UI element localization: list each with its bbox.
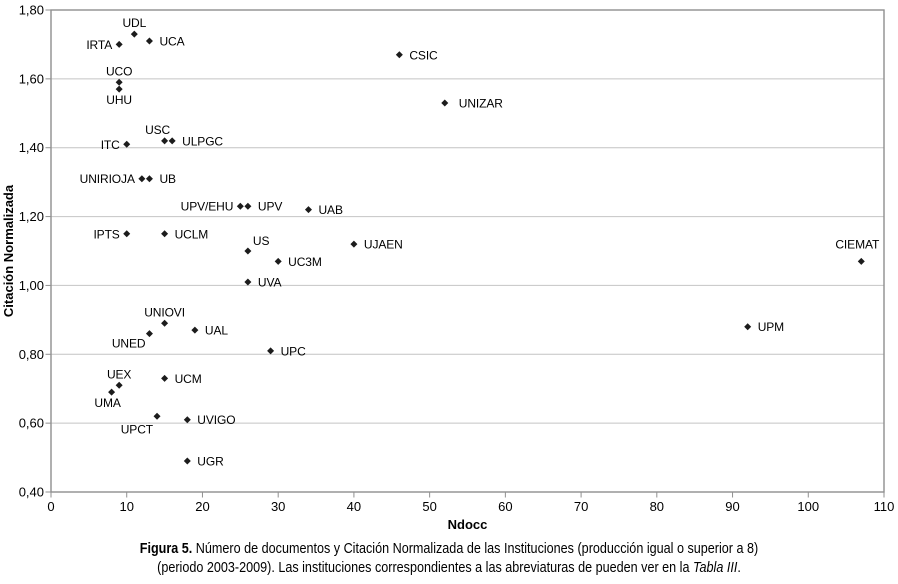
data-point-marker-UAL [191, 326, 199, 334]
data-point-marker-UPCT [153, 412, 161, 420]
data-point-marker-UC3M [274, 257, 282, 265]
data-point-marker-UPM [744, 323, 752, 331]
y-tick-label: 1,20 [19, 209, 44, 224]
data-point-marker-UNIOVI [161, 319, 169, 327]
x-tick-label: 110 [874, 499, 895, 514]
x-tick-label: 20 [195, 499, 209, 514]
caption-line-2: (periodo 2003-2009). Las instituciones c… [72, 559, 826, 578]
caption-line2-period: . [737, 558, 741, 576]
x-tick-label: 70 [574, 499, 588, 514]
data-point-label-UNED: UNED [112, 337, 146, 351]
caption-line2-text: (periodo 2003-2009). Las instituciones c… [157, 558, 693, 576]
y-tick-label: 1,00 [19, 278, 44, 293]
x-tick-label: 40 [347, 499, 361, 514]
data-point-marker-USC [161, 137, 169, 145]
data-point-label-CSIC: CSIC [409, 48, 438, 62]
data-point-label-UPV: UPV [258, 200, 282, 214]
data-point-marker-UPV [244, 202, 252, 210]
data-point-label-UNIOVI: UNIOVI [144, 305, 185, 319]
data-point-marker-IRTA [115, 40, 123, 48]
caption-line1-text: Número de documentos y Citación Normaliz… [192, 540, 759, 557]
data-point-label-UB: UB [159, 172, 176, 186]
data-point-marker-US [244, 247, 252, 255]
data-point-label-US: US [253, 234, 270, 248]
data-point-label-UPCT: UPCT [121, 422, 154, 436]
data-point-marker-ITC [123, 140, 131, 148]
data-point-label-UPC: UPC [281, 344, 306, 358]
data-point-label-UCA: UCA [159, 34, 184, 48]
data-point-label-UMA: UMA [94, 396, 120, 410]
x-tick-label: 100 [797, 499, 819, 514]
data-point-marker-UNIZAR [441, 99, 449, 107]
data-point-marker-UGR [183, 457, 191, 465]
data-point-label-UPV/EHU: UPV/EHU [181, 200, 234, 214]
y-tick-label: 1,80 [19, 3, 44, 18]
data-point-label-CIEMAT: CIEMAT [835, 237, 880, 251]
data-point-label-UJAEN: UJAEN [364, 238, 403, 252]
data-point-marker-UDL [130, 30, 138, 38]
y-tick-label: 0,40 [19, 485, 44, 500]
data-point-marker-UVA [244, 278, 252, 286]
data-point-label-UCO: UCO [106, 64, 132, 78]
data-point-marker-UCA [145, 37, 153, 45]
x-tick-label: 0 [47, 499, 54, 514]
y-tick-label: 1,60 [19, 71, 44, 86]
data-point-label-ULPGC: ULPGC [182, 134, 223, 148]
x-tick-label: 30 [271, 499, 285, 514]
data-point-label-UAL: UAL [205, 324, 228, 338]
data-point-label-UAB: UAB [318, 203, 342, 217]
data-point-label-IPTS: IPTS [93, 227, 119, 241]
data-point-label-IRTA: IRTA [86, 38, 112, 52]
caption-line-1: Figura 5. Número de documentos y Citació… [72, 540, 826, 559]
y-axis-title: Citación Normalizada [1, 184, 16, 317]
y-tick-label: 0,80 [19, 347, 44, 362]
x-axis-title: Ndocc [448, 517, 488, 532]
caption-figure-label: Figura 5. [139, 540, 193, 557]
data-point-marker-UCLM [161, 230, 169, 238]
data-point-marker-UPC [267, 347, 275, 355]
data-point-label-UNIZAR: UNIZAR [459, 96, 504, 110]
figure-caption: Figura 5. Número de documentos y Citació… [72, 540, 826, 577]
data-point-marker-UEX [115, 381, 123, 389]
data-point-label-UCM: UCM [175, 372, 202, 386]
data-point-label-UGR: UGR [197, 455, 224, 469]
data-point-marker-UAB [304, 206, 312, 214]
data-point-marker-UCM [161, 374, 169, 382]
x-tick-label: 60 [498, 499, 512, 514]
data-point-marker-UCO [115, 78, 123, 86]
data-point-label-UVA: UVA [258, 275, 282, 289]
data-point-label-UC3M: UC3M [288, 255, 322, 269]
data-point-marker-CIEMAT [857, 257, 865, 265]
data-point-marker-UVIGO [183, 416, 191, 424]
y-tick-label: 0,60 [19, 416, 44, 431]
data-point-label-UDL: UDL [122, 16, 146, 30]
data-point-label-ITC: ITC [101, 138, 120, 152]
data-point-marker-IPTS [123, 230, 131, 238]
data-point-marker-CSIC [395, 51, 403, 59]
data-point-marker-UJAEN [350, 240, 358, 248]
data-point-label-UNIRIOJA: UNIRIOJA [80, 172, 135, 186]
data-point-label-UCLM: UCLM [175, 227, 209, 241]
data-point-label-UVIGO: UVIGO [197, 413, 235, 427]
data-point-marker-UNED [145, 330, 153, 338]
data-point-label-USC: USC [145, 123, 170, 137]
data-point-label-UHU: UHU [106, 93, 132, 107]
data-point-marker-UMA [108, 388, 116, 396]
data-point-label-UEX: UEX [107, 367, 131, 381]
data-point-marker-UHU [115, 85, 123, 93]
data-point-label-UPM: UPM [758, 320, 784, 334]
data-point-marker-UNIRIOJA [138, 175, 146, 183]
x-tick-label: 50 [422, 499, 436, 514]
caption-tabla-iii-reference: Tabla III [692, 558, 738, 576]
x-tick-label: 80 [650, 499, 664, 514]
x-tick-label: 10 [119, 499, 133, 514]
data-point-marker-UPV/EHU [236, 202, 244, 210]
plot-area-border [50, 9, 885, 493]
data-point-marker-ULPGC [168, 137, 176, 145]
data-point-marker-UB [145, 175, 153, 183]
y-tick-label: 1,40 [19, 140, 44, 155]
x-tick-label: 90 [725, 499, 739, 514]
scatter-chart-canvas: 1,80 1,60 1,40 1,20 1,00 0,80 0,60 0,400 10 20 30 4… [1, 3, 895, 533]
